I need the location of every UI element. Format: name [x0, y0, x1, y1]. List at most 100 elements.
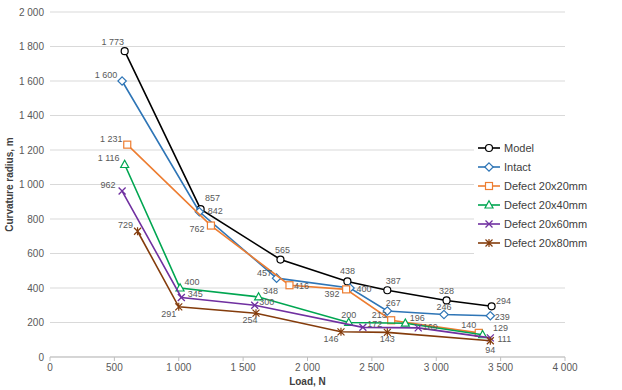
- data-label: 254: [242, 315, 257, 325]
- data-label: 200: [341, 310, 356, 320]
- y-tick-label: 1 200: [19, 145, 44, 156]
- data-label: 438: [340, 266, 355, 276]
- marker: [286, 282, 293, 289]
- data-label: 392: [325, 289, 340, 299]
- x-tick: [50, 357, 51, 361]
- marker: [487, 337, 494, 345]
- data-label: 239: [495, 312, 510, 322]
- series-line: [122, 191, 490, 338]
- data-label: 94: [485, 345, 495, 355]
- grid-line: [50, 115, 565, 116]
- x-tick: [371, 357, 372, 361]
- x-tick-label: 0: [47, 362, 53, 373]
- marker: [384, 287, 391, 294]
- marker: [207, 222, 214, 229]
- x-tick-label: 2 000: [295, 362, 320, 373]
- data-labels: 1 7738575654383873282941 600842457400267…: [95, 37, 511, 355]
- legend-marker: [486, 183, 493, 190]
- y-tick-label: 1 000: [19, 179, 44, 190]
- data-label: 146: [323, 334, 338, 344]
- data-label: 129: [493, 323, 508, 333]
- series-4: [119, 188, 494, 342]
- marker: [401, 319, 409, 326]
- y-tick-label: 2 000: [19, 7, 44, 18]
- chart: 02004006008001 0001 2001 4001 6001 8002 …: [0, 0, 622, 390]
- legend-label: Model: [504, 142, 534, 154]
- data-label: 172: [367, 319, 382, 329]
- marker: [277, 256, 284, 263]
- series-3: [121, 160, 487, 337]
- data-label: 416: [294, 281, 309, 291]
- marker: [175, 303, 182, 311]
- data-label: 457: [257, 268, 272, 278]
- marker: [118, 77, 126, 85]
- y-tick-label: 400: [27, 283, 44, 294]
- legend-label: Intact: [504, 161, 531, 173]
- data-label: 962: [101, 180, 116, 190]
- grid-line: [50, 322, 565, 323]
- legend-marker: [486, 239, 493, 247]
- data-label: 1 231: [100, 134, 123, 144]
- legend-marker: [485, 201, 493, 208]
- series-0: [121, 48, 495, 310]
- x-tick: [500, 357, 501, 361]
- legend-marker: [485, 163, 493, 171]
- grid-line: [50, 46, 565, 47]
- data-label: 294: [496, 296, 511, 306]
- data-label: 387: [386, 276, 401, 286]
- marker: [486, 312, 494, 320]
- marker: [121, 48, 128, 55]
- data-label: 143: [380, 334, 395, 344]
- legend-label: Defect 20x60mm: [504, 218, 587, 230]
- data-label: 169: [423, 322, 438, 332]
- x-tick-label: 2 500: [359, 362, 384, 373]
- data-label: 345: [188, 289, 203, 299]
- marker: [343, 286, 350, 293]
- marker: [359, 324, 366, 331]
- plot-area: [118, 48, 495, 345]
- y-tick-label: 600: [27, 248, 44, 259]
- y-tick-label: 1 800: [19, 41, 44, 52]
- x-tick: [243, 357, 244, 361]
- marker: [178, 294, 185, 301]
- marker: [119, 188, 126, 195]
- data-label: 400: [185, 277, 200, 287]
- series-line: [127, 145, 478, 333]
- series-line: [138, 231, 491, 341]
- x-axis-title: Load, N: [289, 376, 326, 387]
- legend-marker: [486, 221, 493, 228]
- x-tick-label: 3 000: [424, 362, 449, 373]
- marker: [440, 310, 448, 318]
- legend-label: Defect 20x80mm: [504, 237, 587, 249]
- y-tick-label: 0: [38, 352, 44, 363]
- marker: [337, 328, 344, 336]
- data-label: 140: [461, 320, 476, 330]
- marker: [124, 141, 131, 148]
- data-label: 1 773: [101, 37, 124, 47]
- data-label: 729: [118, 220, 133, 230]
- data-label: 1 116: [98, 153, 120, 163]
- y-tick-label: 1 600: [19, 76, 44, 87]
- x-tick: [114, 357, 115, 361]
- x-tick: [436, 357, 437, 361]
- data-label: 348: [263, 286, 278, 296]
- y-tick-label: 200: [27, 317, 44, 328]
- x-tick-label: 3 500: [488, 362, 513, 373]
- legend-label: Defect 20x20mm: [504, 180, 587, 192]
- data-label: 762: [189, 224, 204, 234]
- data-label: 328: [439, 286, 454, 296]
- marker: [415, 324, 422, 331]
- x-tick: [178, 357, 179, 361]
- y-tick-label: 1 400: [19, 110, 44, 121]
- series-line: [125, 164, 483, 334]
- marker: [121, 160, 129, 167]
- data-label: 857: [205, 193, 220, 203]
- background: [0, 0, 622, 390]
- data-label: 267: [386, 298, 401, 308]
- marker: [488, 303, 495, 310]
- data-label: 300: [259, 297, 274, 307]
- x-tick-label: 500: [106, 362, 123, 373]
- x-tick: [565, 357, 566, 361]
- data-label: 111: [497, 334, 511, 344]
- legend-marker: [486, 145, 493, 152]
